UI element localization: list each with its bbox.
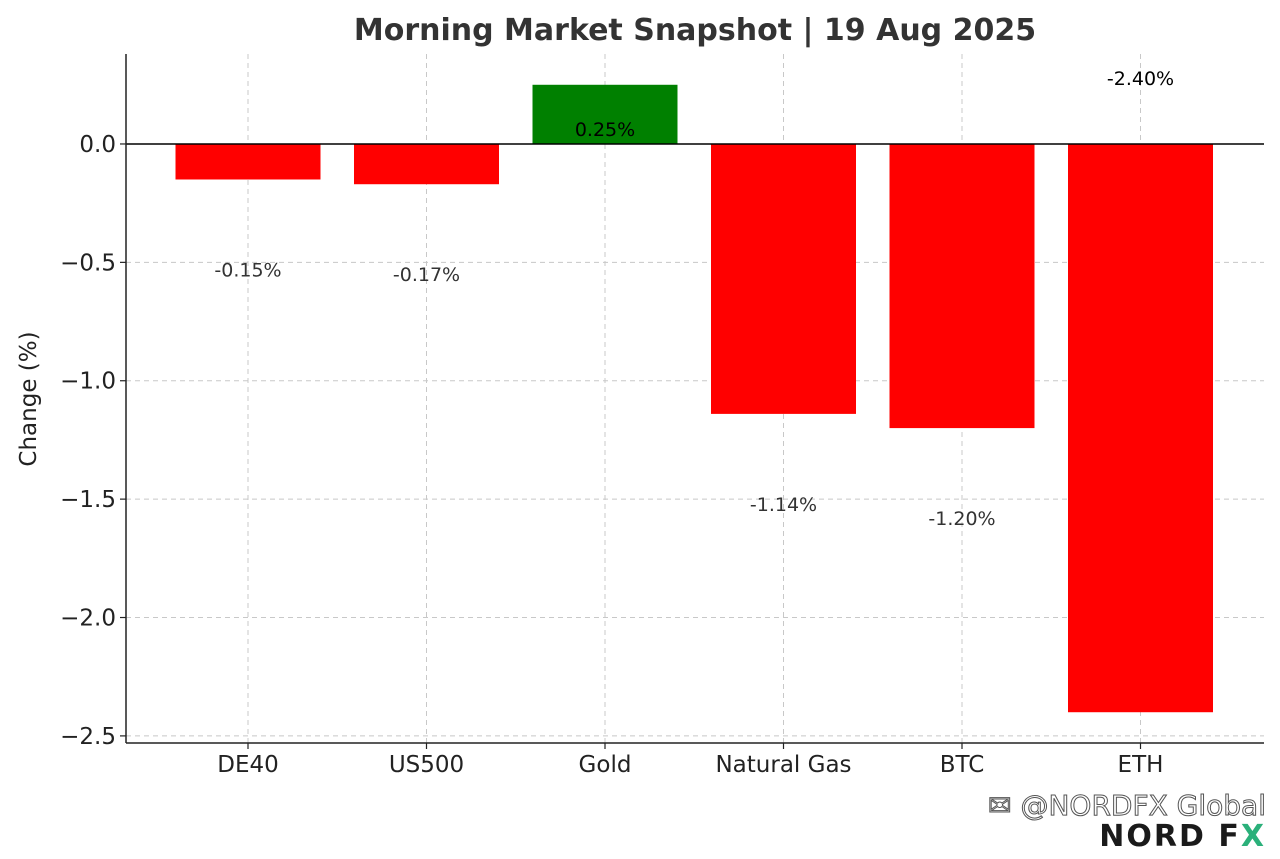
data-label: 0.25% [575,119,635,141]
bar [711,143,856,414]
y-axis-label: Change (%) [16,331,42,466]
tick-labels: 0.0 −0.5 −1.0 −1.5 −2.0 −2.5 DE40 US500 Gold Natu… [60,132,1163,778]
x-tick-label: ETH [1118,752,1164,778]
x-tick-label: DE40 [217,752,279,778]
logo-text: NORD F [1099,819,1241,854]
nordfx-logo: NORD FX [988,822,1266,852]
chart-title: Morning Market Snapshot | 19 Aug 2025 [354,13,1036,48]
data-label: -0.17% [393,264,460,286]
x-tick-label: Natural Gas [715,752,851,778]
data-label: -0.15% [214,259,281,281]
watermark: ✉ @NORDFX Global NORD FX [988,789,1267,852]
x-tick-label: US500 [389,752,464,778]
y-tick-label: −2.0 [60,606,116,632]
bar [175,143,321,180]
bar [1068,143,1213,713]
logo-x: X [1240,819,1266,854]
bars [126,84,1264,713]
data-label: -1.20% [928,508,995,530]
data-label: -2.40% [1107,68,1174,90]
bar [354,143,499,185]
watermark-handle-text: @NORDFX Global [1020,789,1267,822]
watermark-handle: ✉ @NORDFX Global [988,789,1267,822]
y-tick-label: −1.5 [60,487,116,513]
data-label: -1.14% [750,494,817,516]
y-tick-label: −2.5 [60,724,116,750]
axes [125,54,1264,744]
x-tick-label: BTC [940,752,985,778]
y-tick-label: 0.0 [79,132,116,158]
y-tick-label: −1.0 [60,369,116,395]
data-labels: -0.15% -0.17% 0.25% -1.14% -1.20% -2.40% [214,68,1174,530]
x-tick-label: Gold [579,752,632,778]
y-tick-label: −0.5 [60,250,116,276]
bar [889,143,1035,429]
bar [532,84,678,144]
social-app-icon: ✉ [988,789,1012,822]
